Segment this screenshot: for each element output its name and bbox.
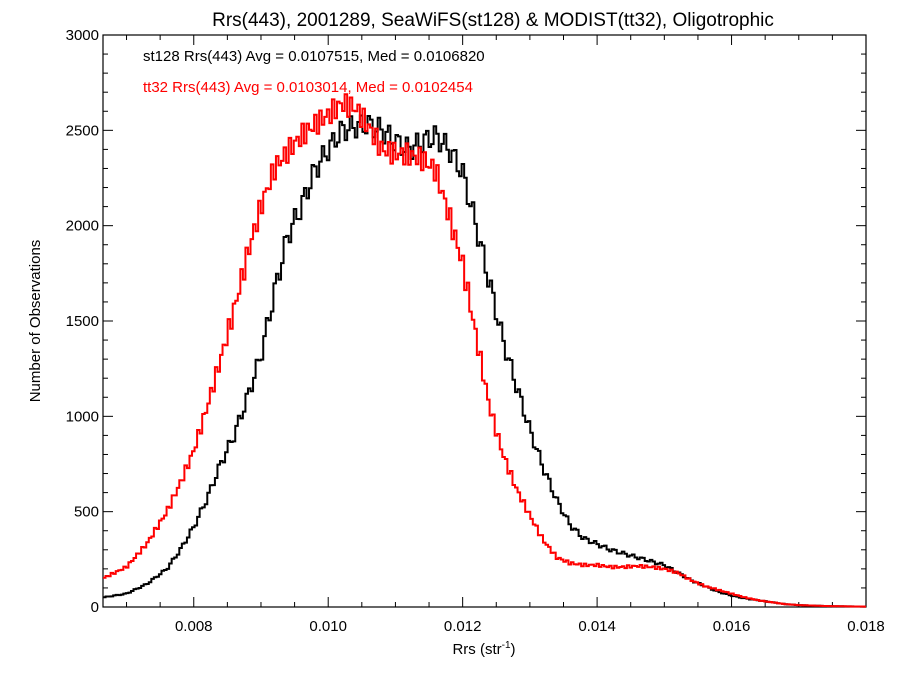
y-axis-ticks [103, 34, 866, 608]
plot-frame [102, 34, 867, 608]
x-axis-tick-labels: 0.008 0.010 0.012 0.014 0.016 0.018 [175, 618, 885, 635]
y-tick-label: 2500 [66, 122, 99, 139]
x-tick-label: 0.012 [444, 618, 482, 635]
x-tick-label: 0.016 [713, 618, 751, 635]
series-group [103, 93, 866, 608]
x-tick-label: 0.014 [578, 618, 616, 635]
x-axis-label-close: ) [511, 641, 516, 658]
series-tt32-line [103, 93, 866, 608]
x-axis-label-superscript: -1 [502, 640, 511, 651]
x-tick-label: 0.008 [175, 618, 213, 635]
x-axis-label: Rrs (str-1) [452, 640, 515, 658]
chart-title: Rrs(443), 2001289, SeaWiFS(st128) & MODI… [212, 10, 774, 31]
y-tick-label: 1500 [66, 313, 99, 330]
y-axis-label: Number of Observations [27, 240, 44, 403]
y-tick-label: 1000 [66, 408, 99, 425]
x-tick-label: 0.018 [847, 618, 885, 635]
y-tick-label: 2000 [66, 218, 99, 235]
y-axis-tick-labels: 0 500 1000 1500 2000 2500 3000 [66, 27, 99, 616]
x-axis-label-text: Rrs (str [452, 641, 501, 658]
x-axis-ticks [126, 35, 867, 607]
annotation-st128: st128 Rrs(443) Avg = 0.0107515, Med = 0.… [143, 48, 485, 65]
y-tick-label: 3000 [66, 27, 99, 44]
y-tick-label: 500 [74, 504, 99, 521]
y-tick-label: 0 [91, 599, 99, 616]
x-tick-label: 0.010 [309, 618, 347, 635]
series-st128-line [103, 114, 866, 608]
annotation-tt32: tt32 Rrs(443) Avg = 0.0103014, Med = 0.0… [143, 79, 473, 96]
